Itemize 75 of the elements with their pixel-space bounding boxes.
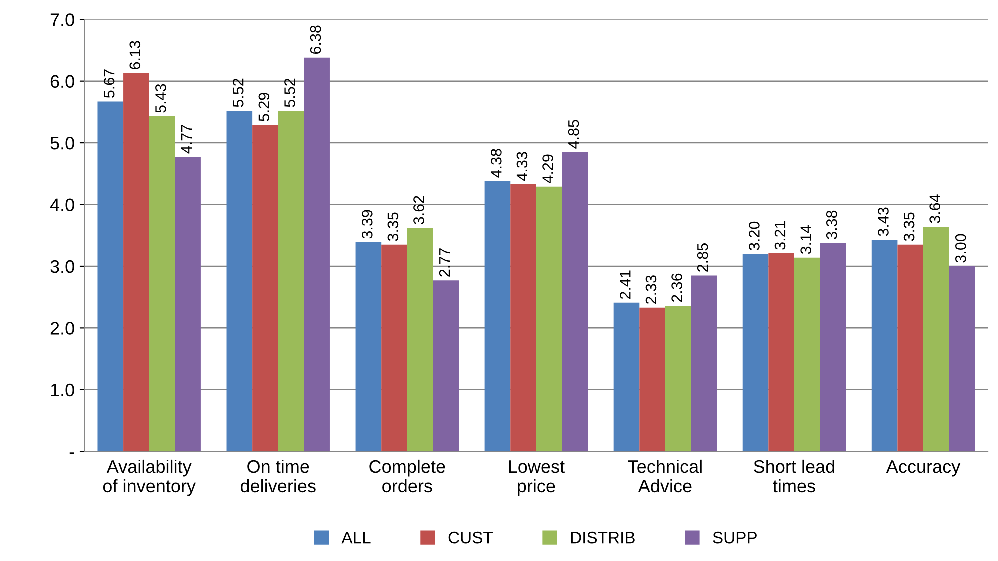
bar [98, 102, 124, 452]
data-label: 3.38 [826, 210, 838, 240]
data-label: 3.14 [800, 225, 812, 254]
data-label: 3.64 [930, 194, 941, 224]
data-label: 3.21 [774, 221, 786, 250]
data-label: 2.41 [620, 270, 631, 300]
bar [149, 116, 176, 452]
bar [382, 244, 408, 452]
bar [510, 184, 536, 452]
data-label: 5.29 [258, 93, 270, 122]
data-label: 2.85 [697, 244, 708, 272]
data-label: 3.62 [414, 196, 424, 225]
data-label: 6.38 [310, 26, 322, 54]
bar [924, 226, 950, 452]
x-tick-label: Short lead times [754, 460, 834, 493]
data-label: 4.33 [516, 152, 528, 181]
data-label: 6.13 [130, 41, 141, 70]
bar [898, 244, 924, 452]
bar [691, 276, 718, 452]
y-tick-label: 6.0 [50, 75, 74, 88]
y-tick-label: - [70, 452, 74, 454]
bar [252, 125, 278, 452]
y-tick-label: 4.0 [50, 198, 74, 212]
bar [562, 152, 588, 452]
data-label: 4.29 [542, 154, 554, 184]
x-tick-label: Complete orders [370, 460, 446, 493]
bar [872, 240, 898, 452]
bar [614, 302, 640, 452]
data-label: 3.39 [362, 210, 373, 239]
x-tick-label: Technical Advice [628, 460, 702, 493]
bar [742, 254, 769, 452]
legend-label: ALL [342, 532, 371, 544]
legend-label: DISTRIB [571, 532, 635, 544]
data-label: 3.20 [749, 222, 760, 250]
bar [768, 254, 794, 452]
y-tick-label: 5.0 [50, 136, 74, 150]
data-label: 3.35 [904, 212, 915, 242]
data-label: 4.38 [491, 149, 502, 178]
data-label: 3.43 [878, 208, 889, 236]
x-tick-label: Accuracy [886, 460, 961, 477]
bar [820, 243, 846, 452]
y-tick-label: 7.0 [50, 14, 74, 26]
x-tick-label: Lowest price [509, 460, 565, 496]
data-label: 4.77 [181, 125, 192, 154]
data-label: 4.85 [568, 120, 580, 149]
data-label: 5.67 [104, 70, 115, 98]
bar [640, 308, 666, 452]
data-label: 2.77 [439, 248, 450, 277]
data-label: 2.33 [646, 276, 657, 304]
x-tick-label: On time deliveries [240, 460, 316, 493]
bar [665, 306, 692, 452]
x-tick-label: Availability of inventory [103, 460, 196, 496]
y-tick-label: 1.0 [51, 384, 74, 397]
y-tick-label: 3.0 [50, 260, 74, 274]
bar [407, 228, 434, 452]
legend-label: SUPP [713, 532, 757, 544]
bar [175, 157, 201, 452]
data-label: 5.43 [156, 84, 166, 113]
data-label: 3.35 [388, 212, 399, 242]
bar [124, 73, 150, 452]
bar [304, 58, 330, 452]
bar [484, 181, 511, 452]
data-label: 3.00 [955, 234, 966, 263]
bar [356, 242, 382, 452]
y-tick-label: 2.0 [50, 322, 74, 335]
bar [226, 110, 253, 452]
data-label: 5.52 [284, 78, 296, 108]
bar [536, 186, 562, 452]
bar [278, 110, 304, 452]
bar [949, 266, 976, 452]
data-label: 5.52 [232, 78, 244, 108]
data-label: 2.36 [672, 274, 682, 302]
bar [433, 280, 460, 452]
bar [794, 258, 820, 452]
legend-label: CUST [448, 532, 493, 544]
